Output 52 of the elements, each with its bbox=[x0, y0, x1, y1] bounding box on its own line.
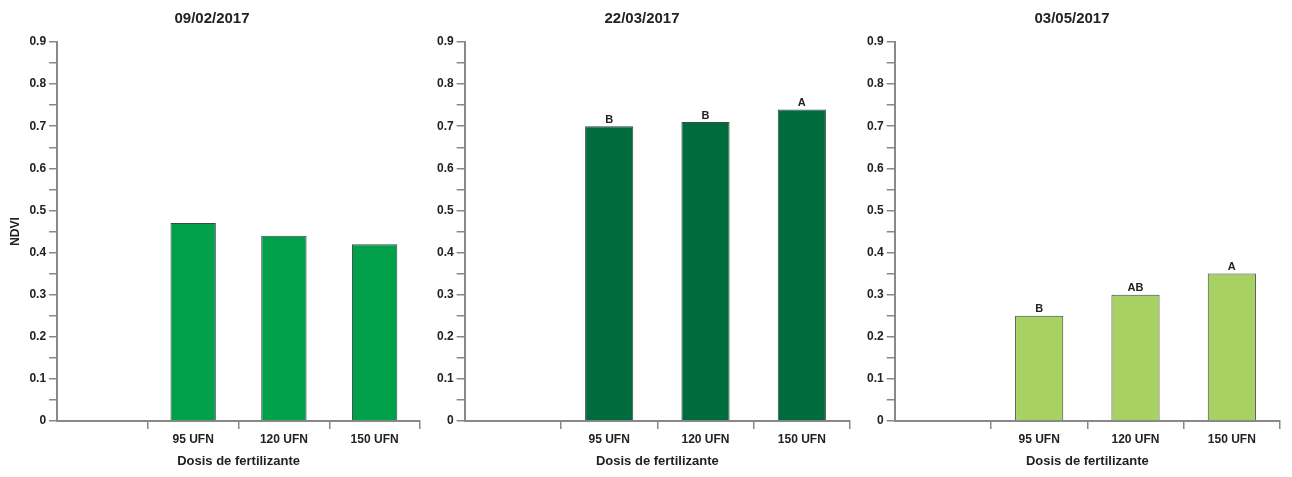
x-tick-label: 95 UFN bbox=[172, 431, 214, 446]
y-tick-label: 0.6 bbox=[29, 160, 47, 175]
y-tick-label: 0.5 bbox=[436, 202, 454, 217]
y-tick-label: 0.4 bbox=[866, 244, 884, 259]
x-tick-label: 95 UFN bbox=[588, 431, 630, 446]
y-tick-label: 0.3 bbox=[29, 286, 47, 301]
x-tick-label: 150 UFN bbox=[350, 431, 399, 446]
y-tick-label: 0.7 bbox=[866, 118, 884, 133]
x-tick-label: 120 UFN bbox=[259, 431, 308, 446]
y-tick-label: 0.1 bbox=[436, 371, 454, 386]
y-tick-label: 0.3 bbox=[436, 286, 454, 301]
y-tick-label: 0.9 bbox=[29, 34, 47, 49]
annotation: A bbox=[1227, 260, 1236, 273]
y-tick-label: 0.5 bbox=[866, 202, 884, 217]
x-tick-label: 150 UFN bbox=[1207, 431, 1256, 446]
y-axis-title: NDVI bbox=[7, 217, 22, 246]
y-tick-label: 0.2 bbox=[436, 329, 454, 344]
y-tick-label: 0.9 bbox=[436, 34, 454, 49]
x-axis-title: Dosis de fertilizante bbox=[595, 452, 719, 468]
x-tick-label: 120 UFN bbox=[681, 431, 730, 446]
annotation: AB bbox=[1127, 281, 1144, 294]
chart-title: 09/02/2017 bbox=[174, 9, 250, 27]
x-axis-title: Dosis de fertilizante bbox=[177, 452, 300, 468]
y-tick-label: 0.8 bbox=[29, 76, 47, 91]
y-tick-label: 0 bbox=[39, 413, 47, 428]
y-tick-label: 0 bbox=[446, 413, 454, 428]
y-tick-label: 0.7 bbox=[29, 118, 47, 133]
y-tick-label: 0.7 bbox=[436, 118, 454, 133]
y-tick-label: 0.5 bbox=[29, 202, 47, 217]
y-tick-label: 0.4 bbox=[436, 244, 454, 259]
y-tick-label: 0 bbox=[876, 413, 884, 428]
y-tick-label: 0.8 bbox=[866, 76, 884, 91]
y-tick-label: 0.1 bbox=[29, 371, 47, 386]
chart-title: 22/03/2017 bbox=[604, 9, 680, 27]
x-axis-title: Dosis de fertilizante bbox=[1025, 452, 1149, 468]
annotation: B bbox=[1035, 302, 1044, 315]
y-tick-label: 0.9 bbox=[866, 34, 884, 49]
chart-title: 03/05/2017 bbox=[1034, 9, 1110, 27]
annotation: B bbox=[605, 112, 614, 125]
x-tick-label: 95 UFN bbox=[1018, 431, 1060, 446]
y-tick-label: 0.2 bbox=[866, 329, 884, 344]
x-tick-label: 120 UFN bbox=[1111, 431, 1160, 446]
x-tick-label: 150 UFN bbox=[777, 431, 826, 446]
y-tick-label: 0.1 bbox=[866, 371, 884, 386]
y-tick-label: 0.4 bbox=[29, 244, 47, 259]
y-tick-label: 0.8 bbox=[436, 76, 454, 91]
annotation: A bbox=[797, 95, 806, 108]
y-tick-label: 0.6 bbox=[866, 160, 884, 175]
annotation: B bbox=[701, 108, 710, 121]
y-tick-label: 0.3 bbox=[866, 286, 884, 301]
y-tick-label: 0.6 bbox=[436, 160, 454, 175]
y-tick-label: 0.2 bbox=[29, 329, 47, 344]
